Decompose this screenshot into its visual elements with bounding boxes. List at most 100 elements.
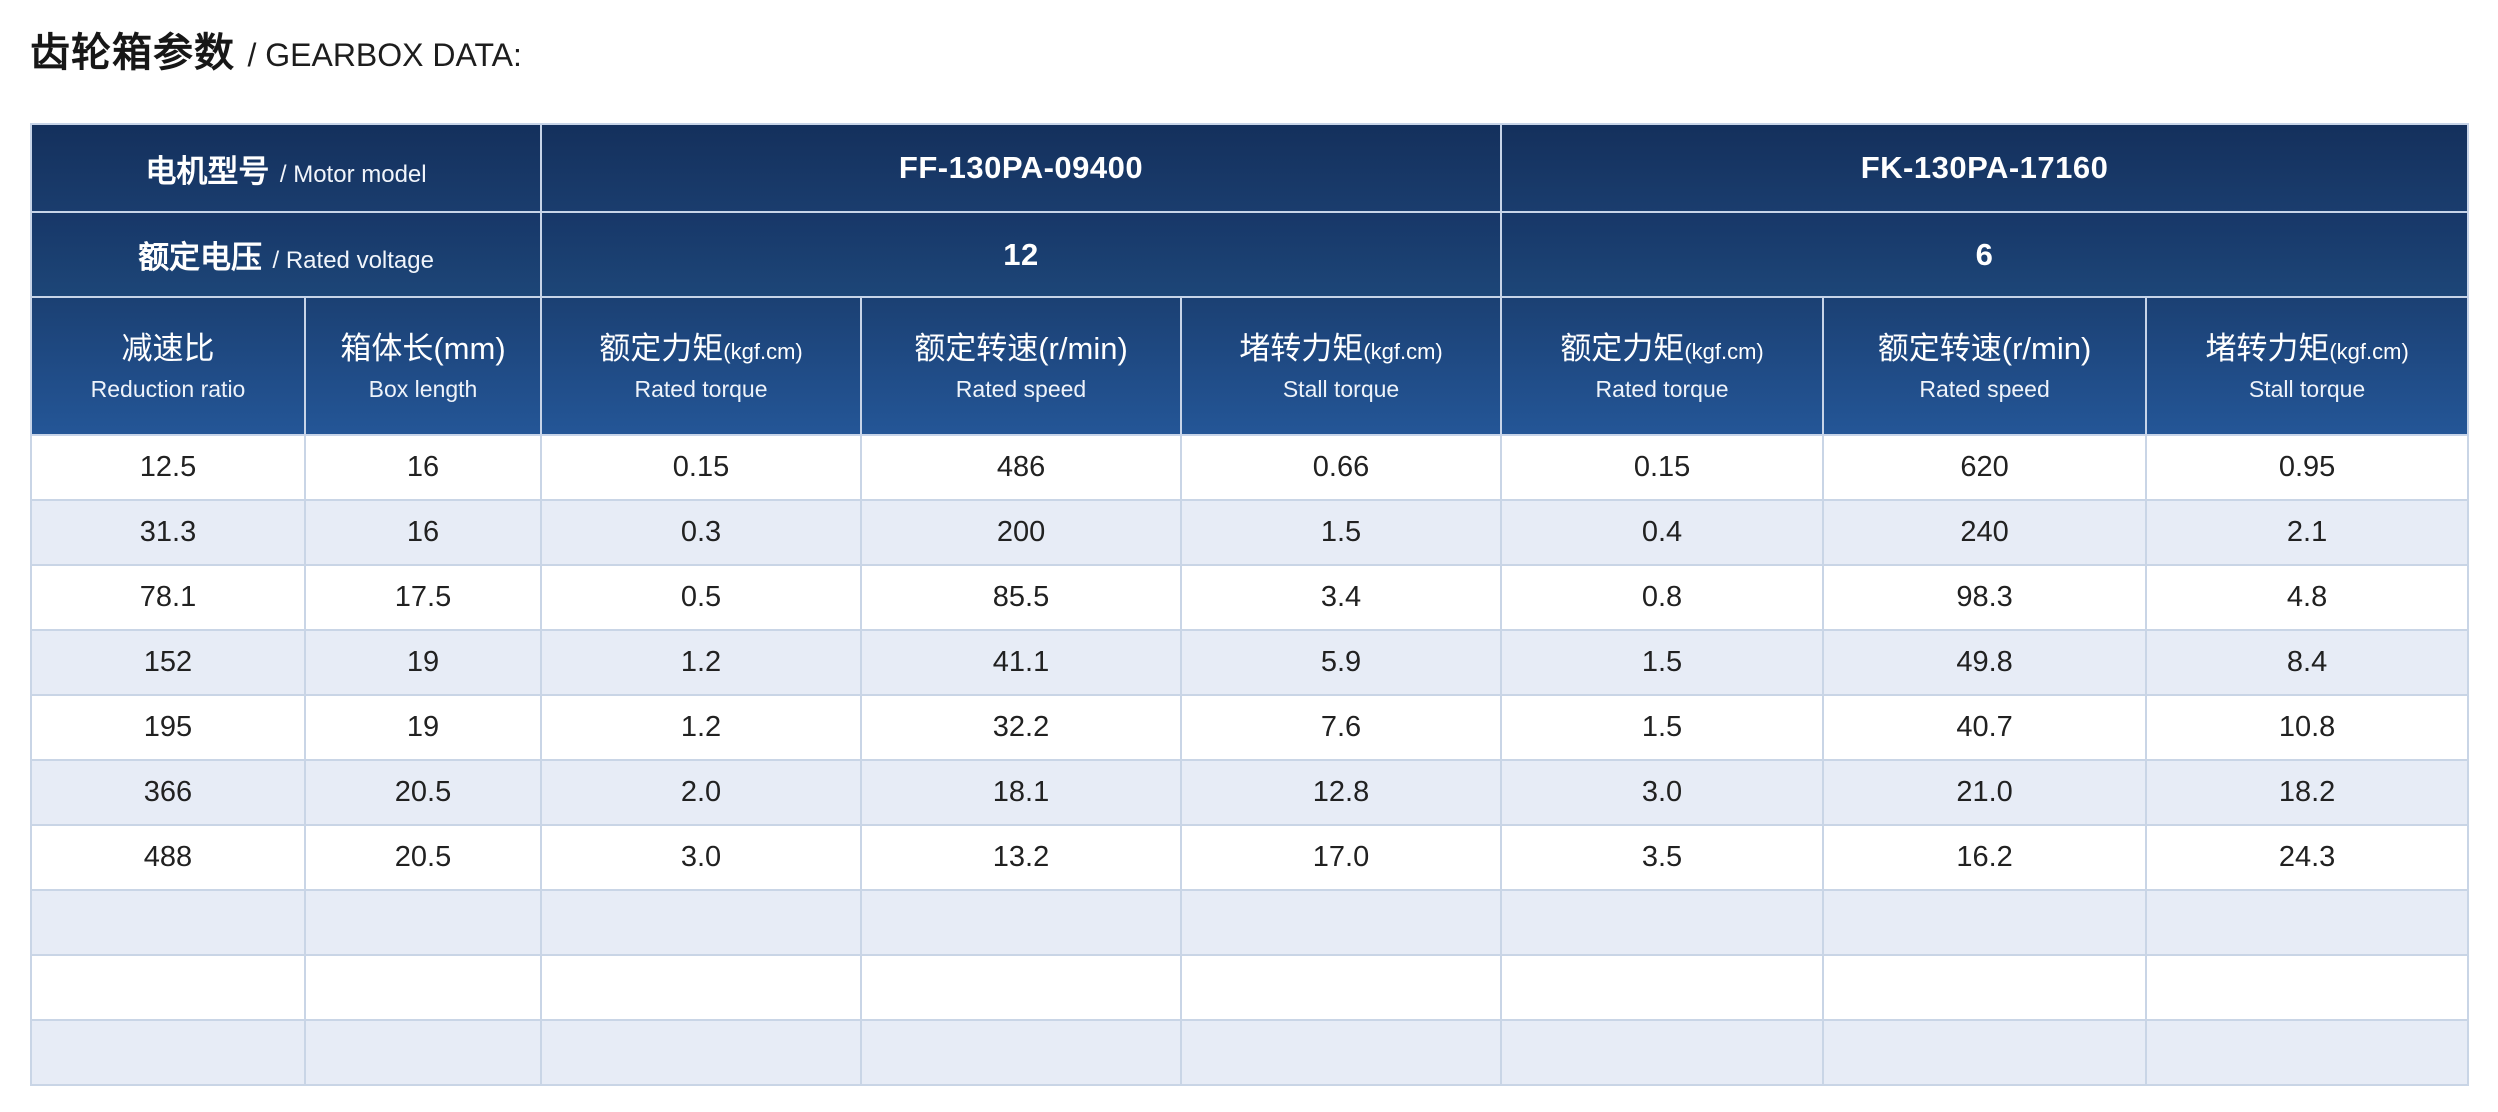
gearbox-table-body: 12.5 16 0.15 486 0.66 0.15 620 0.95 31.3 16 0.3 200…: [30, 434, 2470, 1086]
table-cell: 3.5: [1500, 824, 1825, 891]
table-cell: 17.0: [1180, 824, 1503, 891]
table-cell: [303, 889, 543, 956]
table-cell: 152: [30, 629, 306, 696]
table-cell: 7.6: [1180, 694, 1503, 761]
table-cell: 10.8: [2145, 694, 2470, 761]
col-zh: 额定转速(r/min): [1877, 330, 2092, 366]
col-en: Rated speed: [955, 375, 1087, 402]
col-en: Rated torque: [1595, 375, 1729, 402]
table-cell: 1.2: [540, 694, 863, 761]
table-cell: 12.8: [1180, 759, 1503, 826]
table-cell: [303, 1019, 543, 1086]
header-row-motor-model: 电机型号 / Motor model FF-130PA-09400 FK-130…: [29, 123, 2470, 213]
column-header-rated-torque-ff: 额定力矩(kgf.cm) Rated torque: [540, 296, 863, 436]
table-cell: 3.0: [540, 824, 863, 891]
page-title: 齿轮箱参数 / GEARBOX DATA:: [0, 0, 2498, 78]
page-title-zh: 齿轮箱参数: [30, 31, 235, 75]
col-en: Rated torque: [634, 375, 768, 402]
table-cell: [860, 889, 1183, 956]
col-zh: 额定转速(r/min): [914, 330, 1128, 366]
table-cell: 41.1: [860, 629, 1183, 696]
table-cell: [303, 954, 543, 1021]
table-cell: 17.5: [303, 564, 543, 631]
table-cell: 4.8: [2145, 564, 2470, 631]
table-cell: 1.2: [540, 629, 863, 696]
table-cell: [30, 954, 306, 1021]
table-cell: 85.5: [860, 564, 1183, 631]
table-cell: 0.95: [2145, 434, 2470, 501]
rated-voltage-label-en: / Rated voltage: [272, 247, 434, 274]
table-cell: 16: [303, 499, 543, 566]
column-header-stall-torque-ff: 堵转力矩(kgf.cm) Stall torque: [1180, 296, 1503, 436]
header-rated-voltage-label: 额定电压 / Rated voltage: [29, 211, 543, 298]
table-cell: [540, 954, 863, 1021]
table-cell: 200: [860, 499, 1183, 566]
page-title-en: / GEARBOX DATA:: [247, 37, 522, 73]
col-zh: 减速比: [121, 330, 215, 366]
col-zh: 堵转力矩: [2205, 330, 2330, 366]
col-unit: (kgf.cm): [1363, 338, 1443, 364]
table-cell: 8.4: [2145, 629, 2470, 696]
table-cell: 3.0: [1500, 759, 1825, 826]
table-cell: 12.5: [30, 434, 306, 501]
table-cell: 0.3: [540, 499, 863, 566]
col-en: Stall torque: [2248, 375, 2366, 402]
col-en: Stall torque: [1282, 375, 1400, 402]
col-unit: (kgf.cm): [2329, 338, 2409, 364]
table-cell: 49.8: [1822, 629, 2148, 696]
table-cell: [860, 954, 1183, 1021]
table-cell: 21.0: [1822, 759, 2148, 826]
col-zh: 堵转力矩: [1239, 330, 1364, 366]
table-cell: [2145, 889, 2470, 956]
table-cell: 1.5: [1180, 499, 1503, 566]
table-cell: [540, 1019, 863, 1086]
table-cell: 366: [30, 759, 306, 826]
table-row: 31.3 16 0.3 200 1.5 0.4 240 2.1: [30, 499, 2470, 566]
header-row-rated-voltage: 额定电压 / Rated voltage 12 6: [29, 211, 2470, 298]
table-cell: [1500, 889, 1825, 956]
col-en: Reduction ratio: [90, 375, 246, 402]
column-header-rated-speed-ff: 额定转速(r/min) Rated speed: [860, 296, 1183, 436]
table-cell: 488: [30, 824, 306, 891]
column-header-box-length: 箱体长(mm) Box length: [303, 296, 543, 436]
table-row: 488 20.5 3.0 13.2 17.0 3.5 16.2 24.3: [30, 824, 2470, 891]
table-cell: 98.3: [1822, 564, 2148, 631]
table-cell: [1180, 889, 1503, 956]
table-cell: 24.3: [2145, 824, 2470, 891]
gearbox-table-header: 电机型号 / Motor model FF-130PA-09400 FK-130…: [29, 123, 2470, 436]
table-cell: 0.8: [1500, 564, 1825, 631]
col-zh: 箱体长(mm): [340, 330, 506, 366]
table-cell: 5.9: [1180, 629, 1503, 696]
table-cell: [1180, 1019, 1503, 1086]
table-cell: [1500, 1019, 1825, 1086]
table-cell: [1822, 1019, 2148, 1086]
table-cell: 2.1: [2145, 499, 2470, 566]
table-cell: 3.4: [1180, 564, 1503, 631]
table-row: 366 20.5 2.0 18.1 12.8 3.0 21.0 18.2: [30, 759, 2470, 826]
table-cell: 31.3: [30, 499, 306, 566]
table-cell: [1822, 889, 2148, 956]
col-en: Rated speed: [1919, 375, 2050, 402]
table-cell: 240: [1822, 499, 2148, 566]
table-row: [30, 1019, 2470, 1086]
header-motor-model-label: 电机型号 / Motor model: [29, 123, 543, 213]
table-cell: 0.4: [1500, 499, 1825, 566]
table-row: 152 19 1.2 41.1 5.9 1.5 49.8 8.4: [30, 629, 2470, 696]
table-cell: 1.5: [1500, 629, 1825, 696]
table-row: [30, 954, 2470, 1021]
col-unit: (kgf.cm): [1684, 338, 1764, 364]
table-row: 12.5 16 0.15 486 0.66 0.15 620 0.95: [30, 434, 2470, 501]
table-cell: 195: [30, 694, 306, 761]
table-cell: 13.2: [860, 824, 1183, 891]
column-header-rated-torque-fk: 额定力矩(kgf.cm) Rated torque: [1500, 296, 1825, 436]
header-voltage-fk: 6: [1500, 211, 2470, 298]
table-cell: [860, 1019, 1183, 1086]
table-cell: 18.2: [2145, 759, 2470, 826]
table-cell: 16: [303, 434, 543, 501]
col-unit: (kgf.cm): [723, 338, 803, 364]
table-cell: 78.1: [30, 564, 306, 631]
table-cell: 486: [860, 434, 1183, 501]
table-row: [30, 889, 2470, 956]
table-cell: 20.5: [303, 759, 543, 826]
